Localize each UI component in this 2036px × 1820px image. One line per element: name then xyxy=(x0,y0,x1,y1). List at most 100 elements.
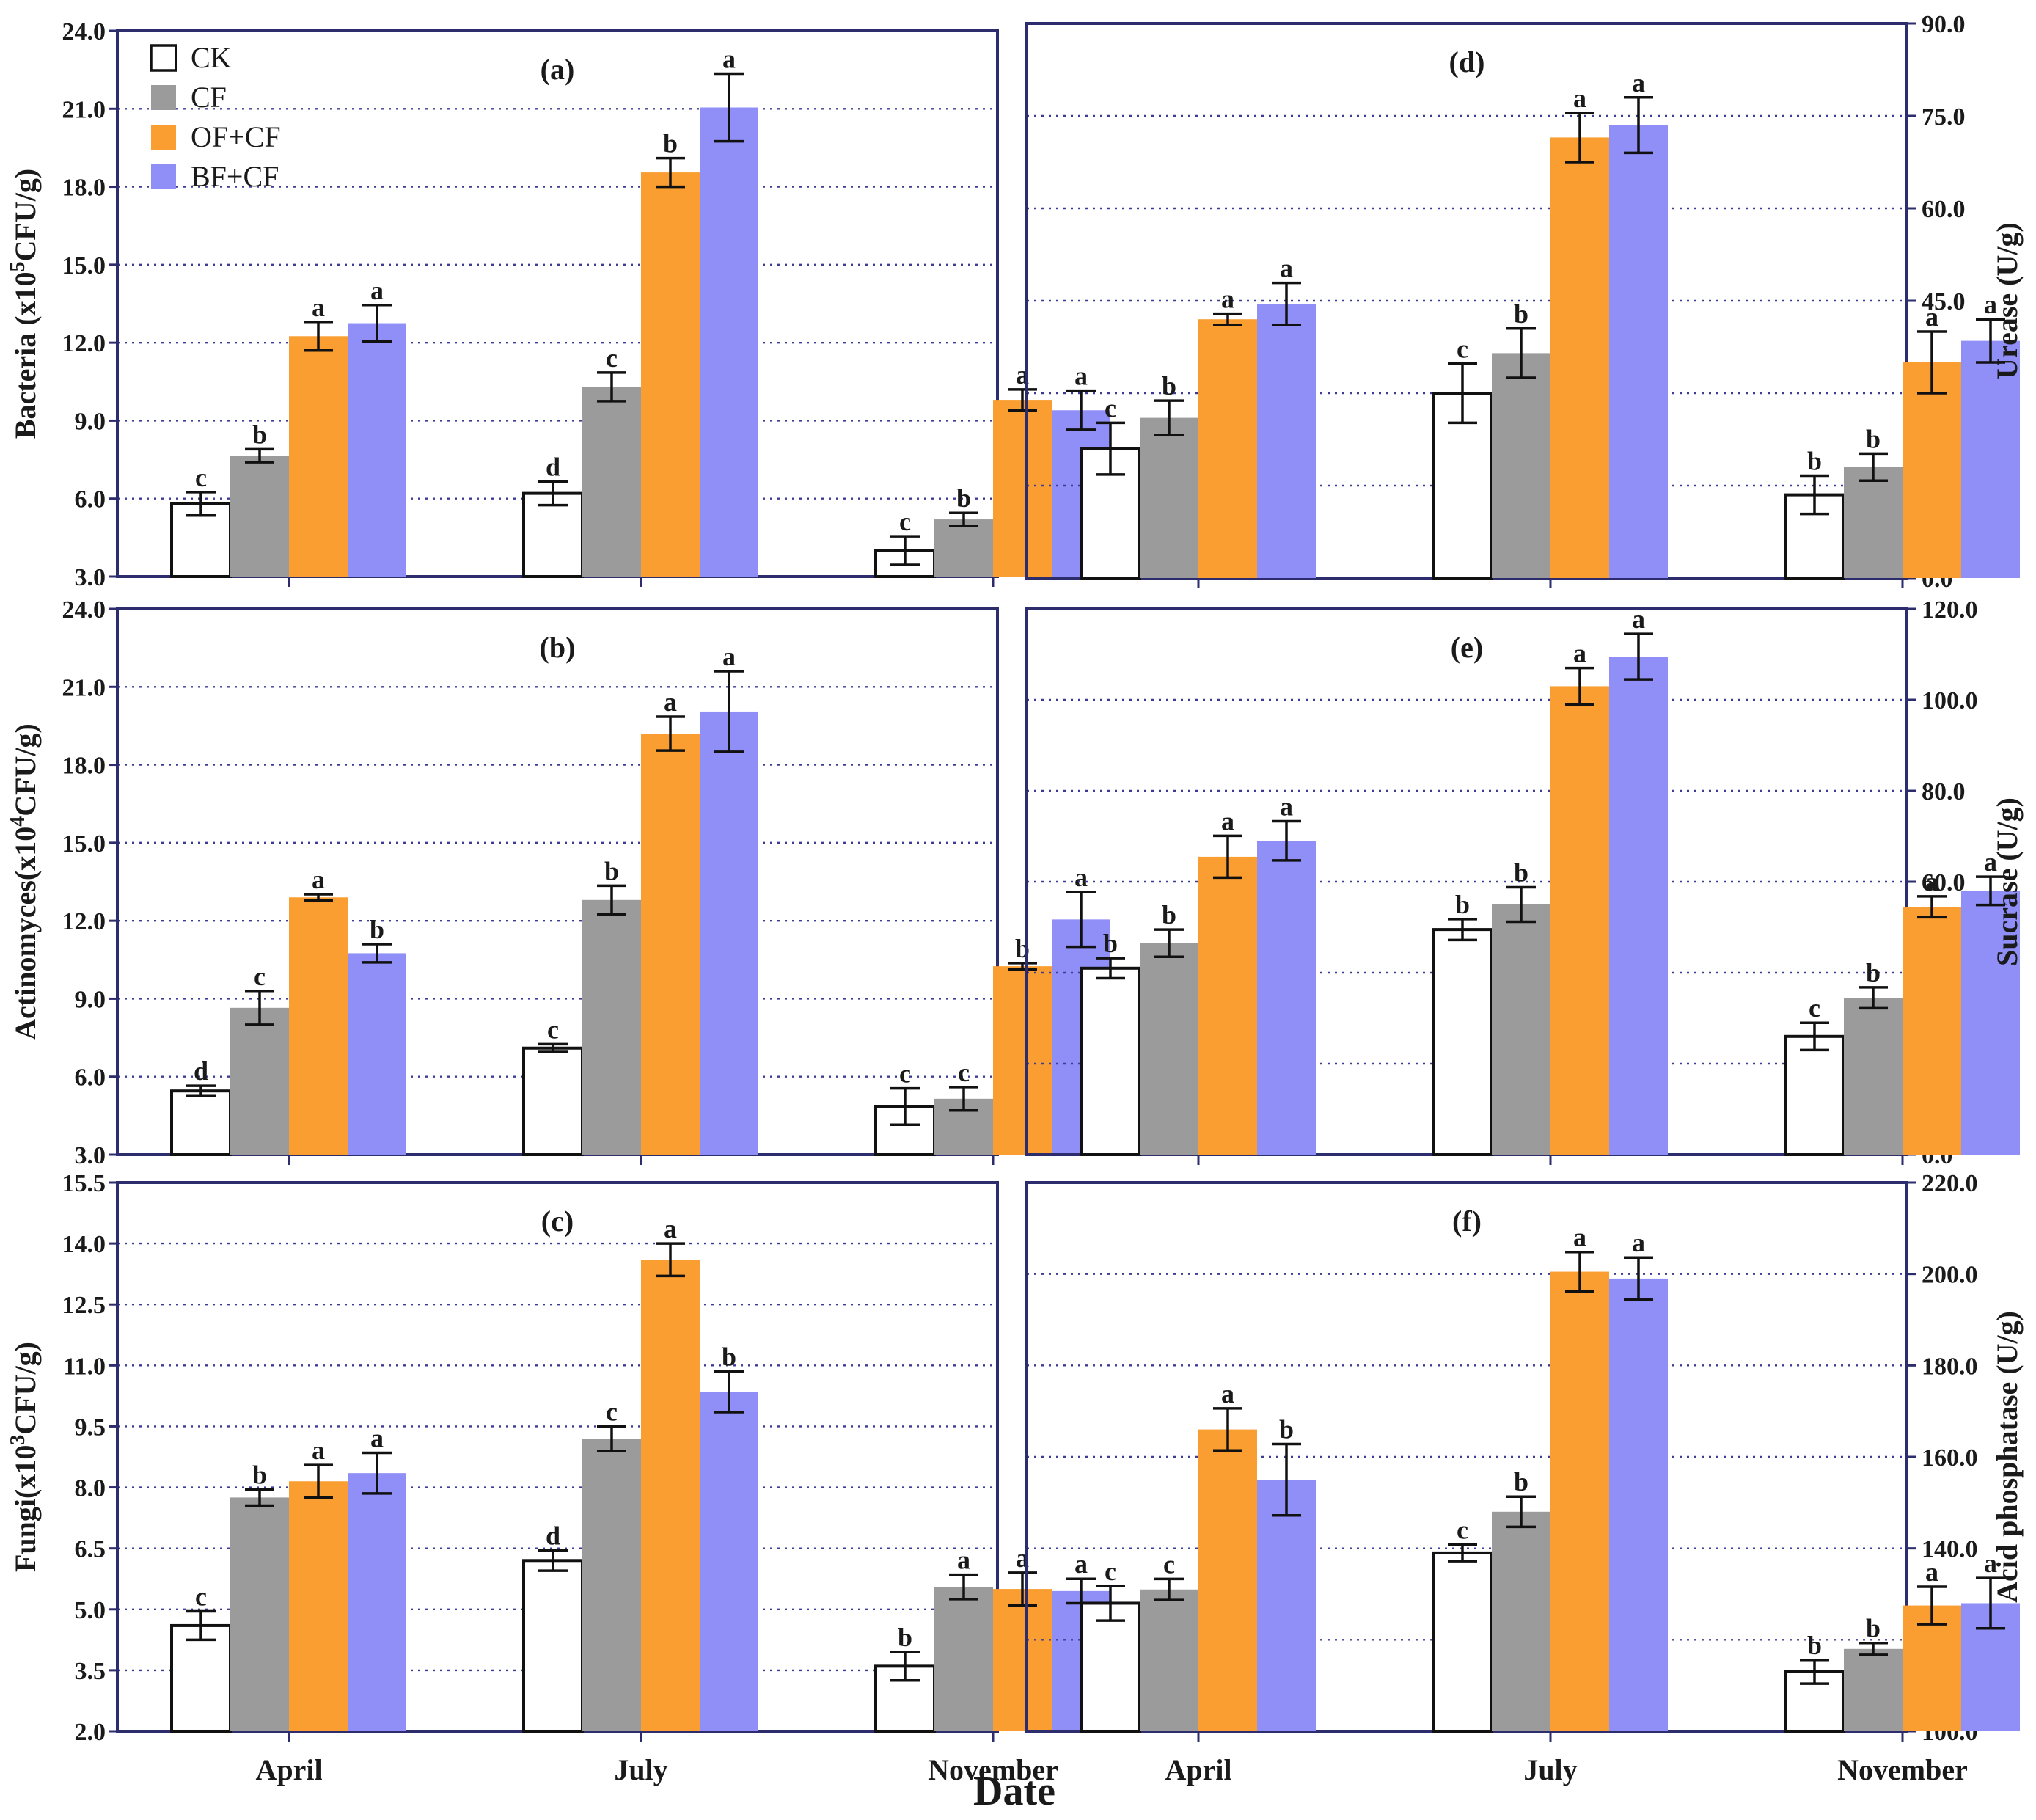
significance-letter: a xyxy=(1984,847,1997,877)
bar-e-cf-november xyxy=(1844,998,1903,1155)
bar-e-cf-april xyxy=(1140,943,1198,1155)
error-bar xyxy=(186,1084,216,1098)
y-tick-label: 18.0 xyxy=(62,175,106,202)
y-tick-label: 200.0 xyxy=(1922,1262,1978,1289)
significance-letter: a xyxy=(1573,639,1586,668)
significance-letter: c xyxy=(195,1582,207,1612)
y-tick-label: 9.0 xyxy=(75,986,106,1013)
bar-e-ck-july xyxy=(1432,928,1493,1156)
y-axis-title-text: Bacteria (x10 xyxy=(9,271,42,439)
error-bar xyxy=(1213,312,1242,326)
y-tick-label: 60.0 xyxy=(1922,196,1966,223)
y-tick-label: 90.0 xyxy=(1922,11,1966,38)
bar-e-ck-april xyxy=(1080,966,1141,1157)
error-bar xyxy=(656,1242,685,1278)
error-bar xyxy=(1096,957,1125,980)
error-bar xyxy=(538,1042,568,1053)
significance-letter: c xyxy=(606,1397,618,1426)
significance-letter: a xyxy=(312,293,325,322)
error-bar xyxy=(1272,819,1301,862)
error-bar xyxy=(949,1086,978,1112)
error-bar xyxy=(1506,327,1536,379)
error-bar xyxy=(1917,895,1947,919)
significance-letter: a xyxy=(1984,290,1997,319)
panel-label: (b) xyxy=(540,631,576,664)
significance-letter: a xyxy=(1074,362,1088,391)
error-bar xyxy=(714,1370,744,1414)
error-bar xyxy=(656,156,685,189)
bar-e-bf-cf-april xyxy=(1257,841,1316,1155)
bar-c-of-cf-november xyxy=(993,1589,1052,1731)
significance-letter: a xyxy=(1925,1557,1938,1587)
significance-letter: a xyxy=(1573,84,1586,113)
significance-letter: c xyxy=(899,1059,911,1089)
significance-letter: a xyxy=(722,44,736,73)
error-bar xyxy=(890,1651,920,1682)
bar-d-bf-cf-november xyxy=(1961,340,2020,578)
error-bar xyxy=(949,1573,978,1601)
error-bar xyxy=(1624,96,1653,155)
error-bar xyxy=(1154,399,1184,436)
significance-letter: a xyxy=(1221,806,1234,836)
error-bar xyxy=(1154,928,1184,959)
error-bar xyxy=(1859,986,1888,1010)
error-bar xyxy=(1565,1250,1594,1293)
significance-letter: a xyxy=(1573,1223,1586,1252)
error-bar xyxy=(1800,1021,1829,1052)
bar-c-bf-cf-april xyxy=(348,1473,406,1731)
error-bar xyxy=(1272,281,1301,326)
error-bar xyxy=(1448,362,1477,425)
bar-d-ck-april xyxy=(1080,447,1141,580)
significance-letter: c xyxy=(547,1015,559,1044)
y-axis-title-text: Urease (U/g) xyxy=(1991,222,2024,379)
error-bar xyxy=(1066,891,1096,949)
y-axis-title: Bacteria (x105CFU/g) xyxy=(7,169,43,439)
y-tick-label: 8.0 xyxy=(75,1475,106,1502)
significance-letter: a xyxy=(1074,863,1088,892)
bar-f-cf-july xyxy=(1492,1511,1550,1731)
error-bar xyxy=(656,715,685,752)
bar-f-of-cf-july xyxy=(1550,1271,1609,1731)
y-tick-label: 12.0 xyxy=(62,908,106,935)
significance-letter: b xyxy=(1103,929,1118,958)
bar-d-of-cf-november xyxy=(1903,362,1961,578)
error-bar xyxy=(1506,885,1536,924)
bar-d-cf-april xyxy=(1140,417,1198,578)
significance-letter: a xyxy=(312,865,325,894)
panel-label: (d) xyxy=(1449,45,1485,78)
significance-letter: c xyxy=(958,1058,970,1087)
bar-c-of-cf-july xyxy=(641,1260,700,1731)
x-category-label: November xyxy=(1837,1753,1968,1786)
y-tick-label: 60.0 xyxy=(1922,869,1966,896)
y-tick-label: 45.0 xyxy=(1922,288,1966,315)
significance-letter: a xyxy=(957,1546,970,1575)
bar-c-of-cf-april xyxy=(289,1481,348,1731)
error-bar xyxy=(1800,474,1829,516)
error-bar xyxy=(1565,666,1594,706)
bar-f-cf-april xyxy=(1140,1589,1198,1731)
significance-letter: a xyxy=(1632,68,1645,98)
error-bar xyxy=(186,1609,216,1642)
error-bar xyxy=(1976,875,2005,907)
significance-letter: a xyxy=(664,1214,677,1243)
y-axis-title-superscript: 4 xyxy=(7,816,29,827)
legend-label-bf-cf: BF+CF xyxy=(191,160,279,193)
bar-e-of-cf-april xyxy=(1198,856,1257,1155)
error-bar xyxy=(304,1463,333,1499)
error-bar xyxy=(597,371,626,403)
panel-d: 0.015.030.045.060.075.090.0cbaacbaabbaa(… xyxy=(1025,11,2024,593)
significance-letter: a xyxy=(1984,1549,1997,1578)
bar-d-bf-cf-july xyxy=(1609,125,1668,579)
bar-c-cf-april xyxy=(230,1497,289,1731)
error-bar xyxy=(1213,834,1242,880)
bar-f-bf-cf-april xyxy=(1257,1480,1316,1731)
panel-label: (f) xyxy=(1452,1205,1482,1238)
significance-letter: a xyxy=(1925,867,1938,896)
significance-letter: c xyxy=(195,463,207,492)
y-tick-label: 11.0 xyxy=(63,1353,106,1380)
error-bar xyxy=(1008,388,1037,412)
bar-a-of-cf-april xyxy=(289,336,348,577)
bar-b-bf-cf-april xyxy=(348,953,406,1155)
significance-letter: b xyxy=(898,1623,912,1652)
